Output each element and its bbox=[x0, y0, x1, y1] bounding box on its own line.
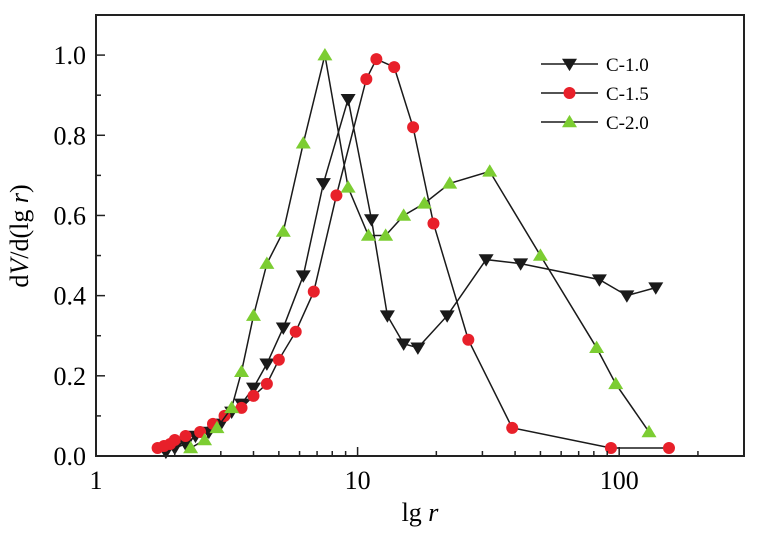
data-point-c-2.0 bbox=[209, 420, 225, 434]
y-axis-title-part-2: /d(lg bbox=[5, 203, 34, 259]
data-point-c-1.5 bbox=[604, 441, 617, 454]
data-point-c-1.0 bbox=[396, 338, 412, 351]
data-point-c-1.0 bbox=[379, 310, 395, 323]
x-axis-title: lg r bbox=[402, 498, 440, 527]
data-point-c-1.0 bbox=[648, 282, 664, 295]
x-tick-label: 10 bbox=[345, 466, 371, 495]
data-point-c-1.0 bbox=[245, 382, 261, 395]
data-point-c-1.5 bbox=[307, 285, 320, 298]
data-point-c-2.0 bbox=[183, 440, 199, 454]
data-point-c-2.0 bbox=[234, 364, 250, 378]
y-tick-label: 0.2 bbox=[54, 362, 87, 391]
data-point-c-1.5 bbox=[235, 401, 248, 414]
legend-marker-c-1.5 bbox=[563, 87, 576, 99]
legend-marker-c-1.0 bbox=[562, 58, 577, 72]
data-point-c-2.0 bbox=[224, 400, 240, 414]
data-point-c-1.5 bbox=[289, 325, 302, 338]
y-tick-label: 0.8 bbox=[54, 121, 87, 150]
data-point-c-1.5 bbox=[370, 53, 383, 66]
legend-marker-c-2.0 bbox=[562, 114, 577, 128]
data-point-c-2.0 bbox=[360, 228, 376, 241]
x-tick-label: 100 bbox=[600, 466, 639, 495]
data-point-c-1.5 bbox=[330, 189, 343, 202]
y-tick-label: 0.0 bbox=[54, 442, 87, 471]
data-point-c-1.0 bbox=[591, 274, 607, 287]
data-point-c-2.0 bbox=[340, 180, 356, 193]
y-axis-title: dV/d(lg r) bbox=[5, 184, 34, 287]
x-axis-title-main: lg bbox=[402, 498, 422, 527]
data-point-c-2.0 bbox=[245, 308, 261, 321]
data-point-c-2.0 bbox=[641, 424, 657, 438]
data-point-c-2.0 bbox=[259, 256, 275, 269]
data-point-c-2.0 bbox=[378, 228, 394, 241]
data-point-c-1.5 bbox=[388, 61, 401, 74]
data-point-c-1.0 bbox=[363, 214, 379, 227]
x-axis-title-variable: r bbox=[428, 498, 439, 527]
data-point-c-2.0 bbox=[197, 432, 213, 446]
data-point-c-1.5 bbox=[427, 217, 440, 230]
data-point-c-2.0 bbox=[608, 376, 624, 390]
data-point-c-1.5 bbox=[407, 121, 420, 134]
data-point-c-1.0 bbox=[439, 310, 455, 323]
data-point-c-1.5 bbox=[662, 441, 675, 454]
data-point-c-1.5 bbox=[179, 429, 192, 442]
y-tick-label: 0.6 bbox=[54, 201, 87, 230]
data-point-c-1.0 bbox=[315, 178, 331, 191]
y-axis-title-part-3: ) bbox=[5, 184, 34, 193]
data-point-c-2.0 bbox=[416, 196, 432, 209]
data-point-c-1.0 bbox=[478, 254, 494, 267]
data-point-c-2.0 bbox=[396, 208, 412, 221]
data-point-c-1.5 bbox=[260, 377, 273, 390]
data-point-c-1.5 bbox=[168, 433, 181, 446]
x-tick-label: 1 bbox=[90, 466, 103, 495]
data-point-c-1.0 bbox=[513, 258, 529, 271]
data-point-c-2.0 bbox=[589, 340, 605, 354]
data-point-c-1.5 bbox=[506, 421, 519, 434]
plot-area bbox=[151, 47, 675, 460]
data-point-c-1.5 bbox=[272, 353, 285, 366]
data-point-c-2.0 bbox=[295, 136, 311, 149]
y-tick-label: 1.0 bbox=[54, 41, 87, 70]
data-point-c-1.0 bbox=[295, 270, 311, 283]
data-point-c-2.0 bbox=[317, 47, 333, 61]
legend-label-c-1.0: C-1.0 bbox=[606, 55, 649, 76]
plot-frame bbox=[95, 14, 745, 457]
data-point-c-1.0 bbox=[410, 342, 426, 355]
data-point-c-1.0 bbox=[275, 322, 291, 335]
data-point-c-2.0 bbox=[275, 224, 291, 237]
data-point-c-2.0 bbox=[442, 176, 458, 189]
data-point-c-1.5 bbox=[360, 73, 373, 86]
data-point-c-1.0 bbox=[340, 93, 356, 107]
data-point-c-1.0 bbox=[619, 290, 635, 303]
axis-ticks: 1 10 100 0.0 0.2 0.4 0.6 0.8 1.0 bbox=[54, 41, 745, 495]
data-point-c-1.0 bbox=[178, 438, 194, 452]
data-point-c-2.0 bbox=[482, 164, 498, 177]
y-tick-label: 0.4 bbox=[54, 282, 87, 311]
data-point-c-2.0 bbox=[532, 248, 548, 261]
data-point-c-1.5 bbox=[247, 389, 260, 402]
y-axis-title-variable-1: V bbox=[5, 256, 34, 275]
y-axis-title-variable-2: r bbox=[5, 192, 34, 203]
data-point-c-1.0 bbox=[259, 358, 275, 371]
legend-label-c-1.5: C-1.5 bbox=[606, 84, 649, 105]
data-point-c-1.5 bbox=[194, 425, 207, 438]
y-axis-title-part-1: d bbox=[5, 275, 34, 288]
legend-label-c-2.0: C-2.0 bbox=[606, 113, 649, 134]
legend: C-1.0 C-1.5 C-2.0 bbox=[541, 55, 649, 134]
data-point-c-1.5 bbox=[462, 333, 475, 346]
